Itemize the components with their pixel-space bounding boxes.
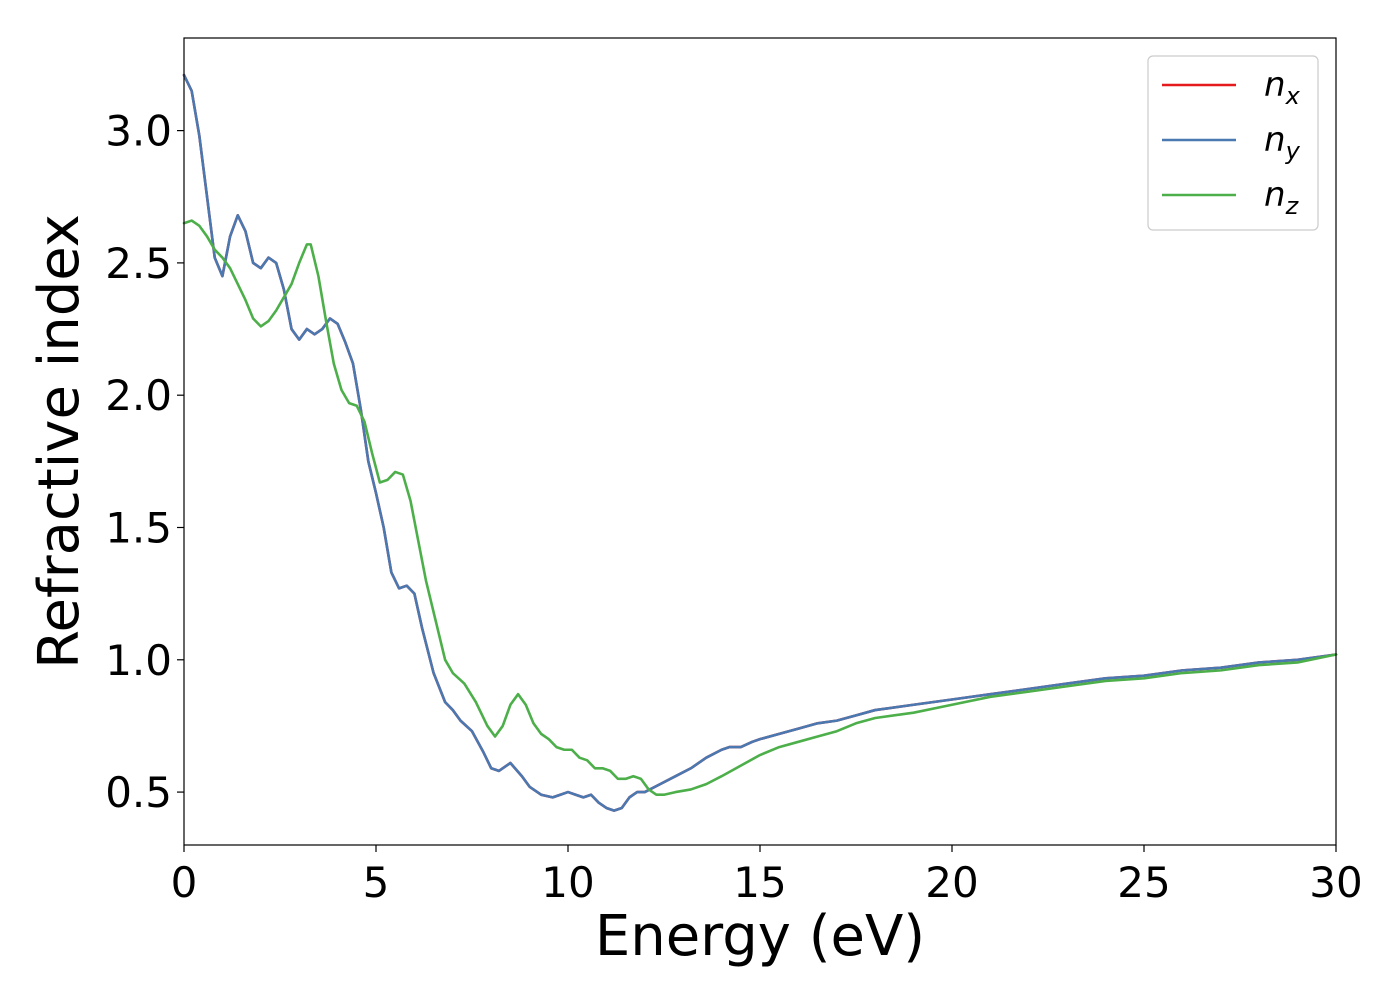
legend-label-x: nx xyxy=(1264,65,1301,110)
legend-box xyxy=(1147,55,1319,231)
x-axis-ticks: 0 5 10 15 20 25 30 xyxy=(171,845,1363,907)
x-axis-label: Energy (eV) xyxy=(595,904,925,969)
x-tick-label: 30 xyxy=(1309,858,1362,907)
y-axis-label: Refractive index xyxy=(27,214,92,669)
x-tick-label: 25 xyxy=(1117,858,1170,907)
x-tick-label: 15 xyxy=(733,858,786,907)
y-tick-label: 2.5 xyxy=(105,239,172,288)
series-layer xyxy=(182,73,1338,812)
legend-label-z: nz xyxy=(1264,175,1300,220)
y-tick-label: 0.5 xyxy=(105,768,172,817)
y-tick-label: 2.0 xyxy=(105,371,172,420)
x-tick-label: 0 xyxy=(171,858,198,907)
y-tick-label: 3.0 xyxy=(105,107,172,156)
x-tick-label: 20 xyxy=(925,858,978,907)
series-line-z xyxy=(182,219,1338,797)
y-tick-label: 1.0 xyxy=(105,636,172,685)
legend-label-y: ny xyxy=(1264,120,1301,165)
x-tick-label: 5 xyxy=(363,858,390,907)
x-tick-label: 10 xyxy=(541,858,594,907)
y-tick-label: 1.5 xyxy=(105,503,172,552)
y-axis-ticks: 0.5 1.0 1.5 2.0 2.5 3.0 xyxy=(105,107,184,817)
series-line-y xyxy=(182,73,1338,812)
legend: nx ny nz xyxy=(1147,55,1319,231)
